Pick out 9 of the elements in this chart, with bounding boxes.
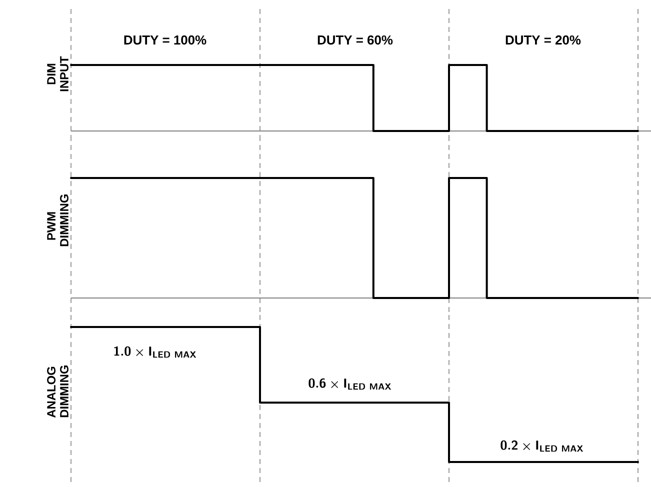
- y-axis-title: ANALOG DIMMING: [47, 366, 68, 418]
- text: DUTY = 20%: [506, 35, 581, 45]
- text: DUTY = 60%: [318, 35, 393, 45]
- y-axis-title: PWM DIMMING: [47, 194, 68, 246]
- annotation: $\mathsf{1.0} \times \mathsf{I}_{\mathsf{LED\ MAX}}$: [114, 346, 196, 358]
- text: DUTY = 100%: [124, 35, 206, 45]
- annotation: $\mathsf{0.2} \times \mathsf{I}_{\mathsf{LED\ MAX}}$: [500, 440, 583, 452]
- annotation: $\mathsf{0.6} \times \mathsf{I}_{\mathsf{LED\ MAX}}$: [308, 378, 391, 390]
- y-axis-title: DIM INPUT: [47, 56, 68, 92]
